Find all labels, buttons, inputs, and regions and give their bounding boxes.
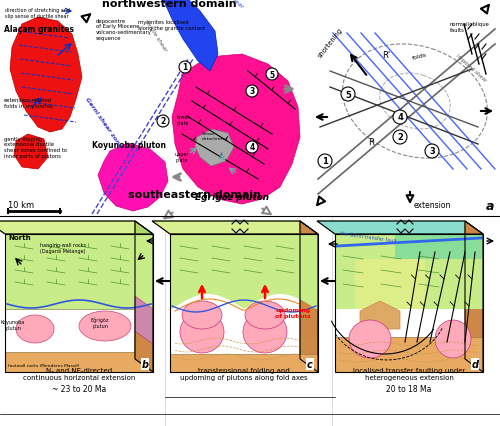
Text: a: a	[486, 199, 494, 213]
Text: depocentre
of Early Miocene
volcano-sedimentary
sequence: depocentre of Early Miocene volcano-sedi…	[96, 19, 152, 41]
Polygon shape	[395, 234, 483, 259]
Text: Koyunoba
plutun: Koyunoba plutun	[1, 320, 25, 330]
Polygon shape	[163, 0, 218, 72]
Text: Gerni shear zone: Gerni shear zone	[84, 97, 122, 149]
Text: hanging-wall rocks
(Dağardı Mélange): hanging-wall rocks (Dağardı Mélange)	[40, 242, 86, 253]
Circle shape	[157, 116, 169, 128]
Text: R: R	[368, 138, 374, 147]
Text: R': R'	[382, 51, 390, 60]
Text: 1: 1	[182, 63, 188, 72]
Text: 2: 2	[160, 117, 166, 126]
Ellipse shape	[435, 320, 471, 358]
Text: the Gerni transfer fault: the Gerni transfer fault	[340, 230, 397, 243]
Ellipse shape	[182, 301, 222, 329]
Bar	[335, 234, 483, 372]
Polygon shape	[10, 18, 82, 132]
Circle shape	[393, 131, 407, 145]
Bar	[170, 234, 318, 372]
Circle shape	[425, 145, 439, 158]
Text: Alaçam granites: Alaçam granites	[4, 25, 74, 34]
Text: upper
plate: upper plate	[175, 152, 190, 163]
Polygon shape	[335, 337, 483, 372]
Text: Simav
detachment: Simav detachment	[202, 132, 228, 141]
Text: 4: 4	[397, 113, 403, 122]
Polygon shape	[195, 130, 234, 167]
Text: 3: 3	[429, 147, 435, 156]
Polygon shape	[135, 222, 153, 372]
Text: 1: 1	[322, 157, 328, 166]
Polygon shape	[317, 222, 483, 234]
Text: ~ 23 to 20 Ma: ~ 23 to 20 Ma	[52, 384, 106, 393]
Text: folds: folds	[412, 52, 428, 61]
Polygon shape	[135, 331, 153, 372]
Polygon shape	[135, 296, 153, 344]
Text: Koyunoba pluton: Koyunoba pluton	[92, 141, 166, 150]
Text: transtensional folding and
updoming of plutons along fold axes: transtensional folding and updoming of p…	[180, 367, 308, 380]
Polygon shape	[14, 135, 48, 170]
Text: southeastern domain: southeastern domain	[128, 190, 261, 199]
Bar	[5, 234, 153, 372]
Polygon shape	[172, 55, 300, 204]
Text: b: b	[142, 359, 148, 369]
Text: 10 km: 10 km	[8, 201, 34, 210]
Ellipse shape	[16, 315, 54, 343]
Polygon shape	[335, 234, 483, 309]
Polygon shape	[170, 234, 318, 309]
Text: brittle shear: brittle shear	[144, 20, 168, 53]
Ellipse shape	[349, 320, 391, 358]
Ellipse shape	[79, 311, 131, 341]
Text: 20 to 18 Ma: 20 to 18 Ma	[386, 384, 432, 393]
Text: North: North	[8, 234, 30, 240]
Text: 5: 5	[345, 90, 351, 99]
Polygon shape	[152, 222, 318, 234]
Text: shortening: shortening	[316, 27, 344, 59]
Text: footwall rocks (Menderes Massif): footwall rocks (Menderes Massif)	[8, 363, 80, 367]
Text: imposed shear: imposed shear	[455, 53, 488, 83]
Text: localised transfer faulting under
heterogeneous extension: localised transfer faulting under hetero…	[353, 367, 465, 380]
Text: lower
plate: lower plate	[176, 115, 190, 126]
Polygon shape	[170, 354, 318, 372]
Circle shape	[318, 155, 332, 169]
Polygon shape	[5, 234, 153, 309]
Text: d: d	[472, 359, 478, 369]
Circle shape	[341, 88, 355, 102]
Polygon shape	[0, 222, 153, 234]
Polygon shape	[360, 301, 400, 329]
Text: extension: extension	[414, 201, 452, 210]
Text: N- and NE-directed
continuous horizontal extension: N- and NE-directed continuous horizontal…	[23, 367, 135, 380]
Text: Eğrigöz
plutun: Eğrigöz plutun	[91, 317, 110, 328]
Text: updoming
of plutons: updoming of plutons	[275, 308, 310, 318]
Polygon shape	[5, 352, 153, 372]
Circle shape	[393, 111, 407, 125]
Bar	[308, 0, 500, 215]
Ellipse shape	[243, 311, 287, 353]
Polygon shape	[98, 144, 168, 211]
Text: 2: 2	[397, 133, 403, 142]
Text: c: c	[307, 359, 313, 369]
Circle shape	[179, 62, 191, 74]
Text: mylonitic shear: mylonitic shear	[205, 0, 244, 9]
Circle shape	[246, 142, 258, 154]
Text: Eğrigöz pluton: Eğrigöz pluton	[195, 193, 269, 201]
Ellipse shape	[180, 311, 224, 353]
Circle shape	[246, 86, 258, 98]
Text: extension-related
folds in mylonites: extension-related folds in mylonites	[4, 98, 53, 109]
Text: mylonites localised
along the granite contact: mylonites localised along the granite co…	[138, 20, 205, 31]
Text: normal/oblique
faults: normal/oblique faults	[450, 22, 490, 33]
Text: 5: 5	[270, 70, 274, 79]
Text: direction of stretching and
slip sense of ductile shear: direction of stretching and slip sense o…	[5, 8, 70, 19]
Text: 4: 4	[250, 143, 254, 152]
Polygon shape	[300, 222, 318, 372]
Polygon shape	[465, 222, 483, 372]
Ellipse shape	[245, 301, 285, 329]
Polygon shape	[355, 259, 425, 309]
Text: 3: 3	[250, 87, 254, 96]
Circle shape	[266, 69, 278, 81]
Text: gently dipping
extensional ductile
shear zones confined to
inner parts of pluton: gently dipping extensional ductile shear…	[4, 136, 67, 158]
Text: northwestern domain: northwestern domain	[102, 0, 236, 9]
